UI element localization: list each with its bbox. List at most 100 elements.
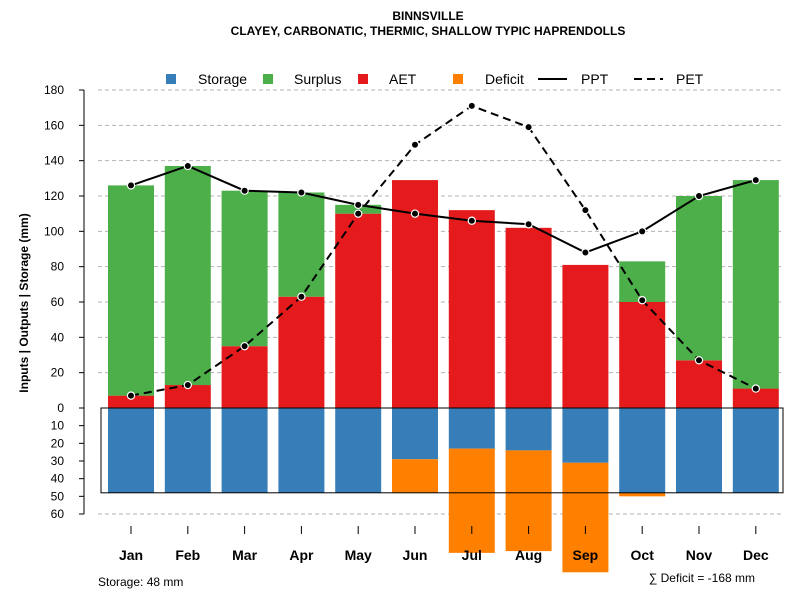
bar-aet [221, 346, 268, 408]
bar-aet [108, 395, 154, 408]
bar-aet [392, 180, 438, 408]
deficit-footer: ∑ Deficit = -168 mm [649, 571, 755, 585]
pet-point [581, 205, 590, 215]
bar-aet [164, 385, 211, 408]
bar-storage [732, 408, 779, 493]
bar-aet [732, 388, 779, 408]
pet-point [694, 356, 704, 365]
y-tick-label: 50 [51, 489, 65, 503]
ppt-point [638, 227, 647, 236]
y-tick-label: 40 [51, 472, 65, 486]
legend-label: AET [389, 71, 417, 87]
storage-footer: Storage: 48 mm [98, 575, 183, 589]
month-label: Jul [462, 547, 482, 563]
legend-label: Storage [198, 71, 247, 87]
bar-aet [278, 296, 325, 408]
bars-layer [100, 165, 784, 573]
y-tick-label: 60 [51, 507, 65, 521]
pet-point [410, 140, 420, 149]
bar-surplus [619, 261, 666, 302]
month-label: Jan [119, 547, 143, 563]
ppt-point [354, 200, 363, 210]
y-tick-label: 120 [44, 189, 64, 203]
ppt-point [751, 175, 761, 185]
bar-deficit [392, 459, 438, 493]
bar-deficit [448, 448, 495, 553]
legend-swatch [263, 74, 273, 84]
legend-swatch [358, 74, 368, 84]
y-tick-label: 20 [51, 366, 65, 380]
ppt-point [581, 248, 590, 257]
pet-point [297, 292, 306, 301]
gridlines [98, 89, 783, 515]
bar-storage [505, 408, 552, 451]
bar-aet [619, 302, 666, 408]
ppt-point [467, 216, 476, 225]
y-tick-label: 140 [44, 154, 64, 168]
bar-deficit [505, 450, 552, 552]
bar-aet [335, 213, 382, 408]
bar-surplus [732, 180, 779, 389]
y-tick-label: 180 [44, 83, 64, 97]
pet-point [751, 384, 761, 393]
storage-capacity-box [100, 407, 784, 494]
month-label: Mar [232, 547, 257, 563]
y-tick-label: 20 [51, 436, 65, 450]
legend-swatch [166, 74, 176, 84]
lines-layer [126, 101, 761, 400]
month-label: Dec [743, 547, 769, 563]
bar-aet [448, 210, 495, 408]
y-tick-label: 0 [57, 401, 64, 415]
pet-point [638, 296, 647, 305]
bar-surplus [108, 185, 154, 396]
pet-point [524, 122, 533, 132]
y-tick-label: 40 [51, 330, 65, 344]
y-tick-label: 160 [44, 118, 64, 132]
ppt-point [297, 188, 306, 197]
ppt-line [130, 164, 757, 254]
bar-storage [562, 408, 609, 463]
legend-label: Surplus [294, 71, 341, 87]
month-label: Aug [515, 547, 542, 563]
bar-storage [335, 408, 382, 493]
y-tick-label: 100 [44, 224, 64, 238]
ppt-point [694, 191, 704, 201]
pet-point [240, 341, 249, 351]
bar-surplus [221, 190, 268, 347]
chart-title: BINNSVILLE [392, 9, 463, 23]
legend-label: PPT [581, 71, 609, 87]
bar-surplus [164, 165, 211, 386]
axes-layer: 0 20 40 60 80 100 120 140 160 180 10 20 30 40 50 60 Jan F… [44, 83, 769, 563]
bar-storage [619, 408, 666, 493]
y-tick-label: 10 [51, 419, 65, 433]
ppt-point [524, 220, 533, 229]
legend-label: PET [676, 71, 704, 87]
legend-swatch [453, 74, 463, 84]
y-tick-label: 80 [51, 260, 65, 274]
ppt-point [183, 161, 192, 171]
bar-storage [108, 408, 154, 493]
month-label: Nov [686, 547, 713, 563]
ppt-point [126, 181, 136, 190]
bar-storage [392, 408, 438, 460]
bar-surplus [278, 192, 325, 297]
pet-line [130, 104, 757, 397]
bar-deficit [562, 462, 609, 573]
y-axis-label: Inputs | Outputs | Storage (mm) [17, 213, 31, 392]
bar-storage [278, 408, 325, 493]
bar-storage [676, 408, 722, 493]
bar-aet [562, 264, 609, 408]
y-tick-label: 60 [51, 295, 65, 309]
bar-surplus [676, 196, 722, 361]
month-label: Oct [631, 547, 655, 563]
bar-deficit [619, 492, 666, 497]
ppt-point [240, 186, 249, 195]
bar-surplus [335, 204, 382, 214]
bar-storage [164, 408, 211, 493]
pet-point [354, 209, 363, 218]
bar-storage [448, 408, 495, 449]
pet-point [126, 391, 136, 400]
month-label: Sep [573, 547, 599, 563]
legend: Storage Surplus AET Deficit PPT PET [166, 71, 704, 87]
bar-aet [505, 227, 552, 408]
